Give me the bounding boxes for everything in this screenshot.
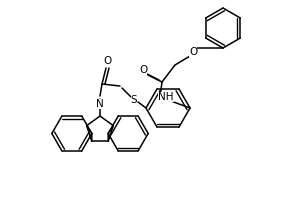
Text: S: S [131, 95, 137, 105]
Text: N: N [96, 99, 104, 109]
Text: O: O [139, 65, 147, 75]
Text: NH: NH [158, 92, 174, 102]
Text: O: O [103, 56, 111, 66]
Text: O: O [189, 47, 197, 57]
